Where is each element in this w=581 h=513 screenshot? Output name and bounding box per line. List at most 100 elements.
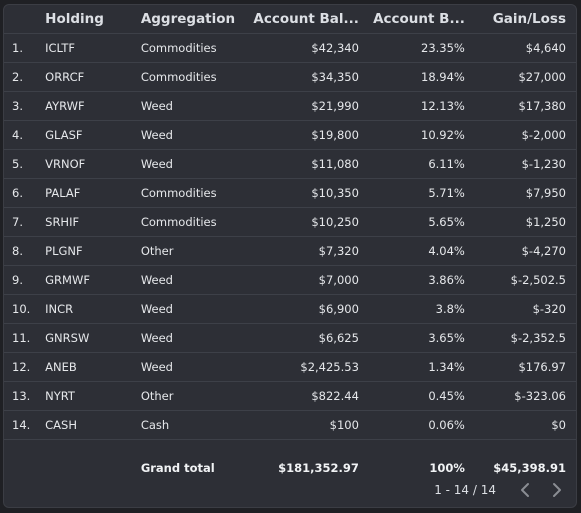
previous-page-button[interactable] (514, 479, 536, 501)
cell-aggregation: Cash (140, 417, 170, 432)
holdings-table-panel: Holding Aggregation Account Bal... Accou… (3, 4, 577, 508)
grand-total-balance: $181,352.97 (278, 461, 359, 475)
cell-aggregation: Weed (140, 301, 173, 316)
table-row[interactable]: 14. CASH Cash $100 0.06% $0 (4, 410, 576, 439)
cell-aggregation: Weed (140, 330, 173, 345)
cell-holding: AYRWF (45, 98, 85, 113)
column-header-holding[interactable]: Holding (45, 10, 104, 27)
cell-account-percent: 12.13% (421, 98, 465, 113)
row-index: 3. (12, 98, 23, 113)
table-row[interactable]: 8. PLGNF Other $7,320 4.04% $-4,270 (4, 236, 576, 265)
table-header-row: Holding Aggregation Account Bal... Accou… (4, 5, 576, 33)
total-index-cell (4, 455, 45, 481)
cell-account-balance: $6,625 (318, 330, 359, 345)
cell-aggregation: Weed (140, 98, 173, 113)
table-row[interactable]: 4. GLASF Weed $19,800 10.92% $-2,000 (4, 120, 576, 149)
cell-holding: ANEB (45, 359, 77, 374)
cell-account-balance: $100 (329, 417, 359, 432)
row-index: 5. (12, 156, 23, 171)
cell-account-percent: 23.35% (421, 40, 465, 55)
cell-account-percent: 0.06% (428, 417, 465, 432)
grand-total-gain-loss: $45,398.91 (493, 461, 566, 475)
cell-account-percent: 3.86% (428, 272, 465, 287)
cell-holding: PLGNF (45, 243, 83, 258)
cell-gain-loss: $1,250 (525, 214, 566, 229)
cell-gain-loss: $27,000 (518, 69, 566, 84)
spacer-cell (45, 439, 141, 455)
cell-holding: ORRCF (45, 69, 85, 84)
cell-account-percent: 3.8% (435, 301, 465, 316)
cell-holding: VRNOF (45, 156, 86, 171)
cell-holding: INCR (45, 301, 74, 316)
cell-aggregation: Commodities (140, 185, 217, 200)
cell-holding: GRMWF (45, 272, 90, 287)
cell-aggregation: Weed (140, 359, 173, 374)
row-index: 14. (12, 417, 31, 432)
table-row[interactable]: 5. VRNOF Weed $11,080 6.11% $-1,230 (4, 149, 576, 178)
row-index: 6. (12, 185, 23, 200)
table-row[interactable]: 13. NYRT Other $822.44 0.45% $-323.06 (4, 381, 576, 410)
table-row[interactable]: 7. SRHIF Commodities $10,250 5.65% $1,250 (4, 207, 576, 236)
cell-aggregation: Other (140, 388, 174, 403)
cell-account-balance: $42,340 (311, 40, 359, 55)
table-row[interactable]: 11. GNRSW Weed $6,625 3.65% $-2,352.5 (4, 323, 576, 352)
spacer-cell (244, 439, 359, 455)
cell-gain-loss: $7,950 (525, 185, 566, 200)
cell-gain-loss: $-1,230 (521, 156, 566, 171)
cell-gain-loss: $-320 (532, 301, 566, 316)
column-header-account-percent[interactable]: Account B... (373, 10, 465, 27)
cell-gain-loss: $-2,352.5 (510, 330, 566, 345)
row-index: 4. (12, 127, 23, 142)
row-index: 13. (12, 388, 31, 403)
cell-account-balance: $10,350 (311, 185, 359, 200)
holdings-table: Holding Aggregation Account Bal... Accou… (4, 5, 576, 481)
cell-aggregation: Weed (140, 272, 173, 287)
cell-account-balance: $10,250 (311, 214, 359, 229)
column-header-index (4, 5, 45, 33)
cell-account-percent: 4.04% (428, 243, 465, 258)
cell-account-percent: 1.34% (428, 359, 465, 374)
cell-holding: SRHIF (45, 214, 80, 229)
cell-account-balance: $21,990 (311, 98, 359, 113)
column-header-gain-loss[interactable]: Gain/Loss (492, 10, 566, 27)
column-header-aggregation[interactable]: Aggregation (140, 10, 236, 27)
next-page-button[interactable] (546, 479, 568, 501)
cell-account-balance: $19,800 (311, 127, 359, 142)
cell-holding: CASH (45, 417, 77, 432)
table-row[interactable]: 9. GRMWF Weed $7,000 3.86% $-2,502.5 (4, 265, 576, 294)
cell-account-percent: 10.92% (421, 127, 465, 142)
cell-aggregation: Weed (140, 156, 173, 171)
column-header-account-balance[interactable]: Account Bal... (253, 10, 359, 27)
cell-account-percent: 0.45% (428, 388, 465, 403)
cell-account-balance: $6,900 (318, 301, 359, 316)
spacer-cell (141, 439, 244, 455)
cell-account-balance: $11,080 (311, 156, 359, 171)
table-row[interactable]: 6. PALAF Commodities $10,350 5.71% $7,950 (4, 178, 576, 207)
table-spacer-row (4, 439, 576, 455)
cell-holding: NYRT (45, 388, 75, 403)
spacer-cell (465, 439, 576, 455)
table-row[interactable]: 1. ICLTF Commodities $42,340 23.35% $4,640 (4, 33, 576, 62)
cell-gain-loss: $4,640 (525, 40, 566, 55)
cell-holding: GLASF (45, 127, 83, 142)
cell-aggregation: Commodities (140, 69, 217, 84)
row-index: 10. (12, 301, 31, 316)
cell-gain-loss: $0 (551, 417, 566, 432)
table-row[interactable]: 12. ANEB Weed $2,425.53 1.34% $176.97 (4, 352, 576, 381)
cell-holding: ICLTF (45, 40, 76, 55)
table-row[interactable]: 3. AYRWF Weed $21,990 12.13% $17,380 (4, 91, 576, 120)
cell-aggregation: Weed (140, 127, 173, 142)
cell-gain-loss: $-323.06 (514, 388, 566, 403)
table-row[interactable]: 2. ORRCF Commodities $34,350 18.94% $27,000 (4, 62, 576, 91)
cell-gain-loss: $176.97 (518, 359, 566, 374)
row-index: 1. (12, 40, 23, 55)
cell-gain-loss: $-4,270 (521, 243, 566, 258)
pagination: 1 - 14 / 14 (434, 479, 568, 501)
total-holding-cell (45, 455, 141, 481)
cell-account-balance: $7,320 (318, 243, 359, 258)
cell-holding: GNRSW (45, 330, 90, 345)
spacer-cell (359, 439, 465, 455)
table-row[interactable]: 10. INCR Weed $6,900 3.8% $-320 (4, 294, 576, 323)
cell-gain-loss: $-2,502.5 (510, 272, 566, 287)
cell-holding: PALAF (45, 185, 81, 200)
